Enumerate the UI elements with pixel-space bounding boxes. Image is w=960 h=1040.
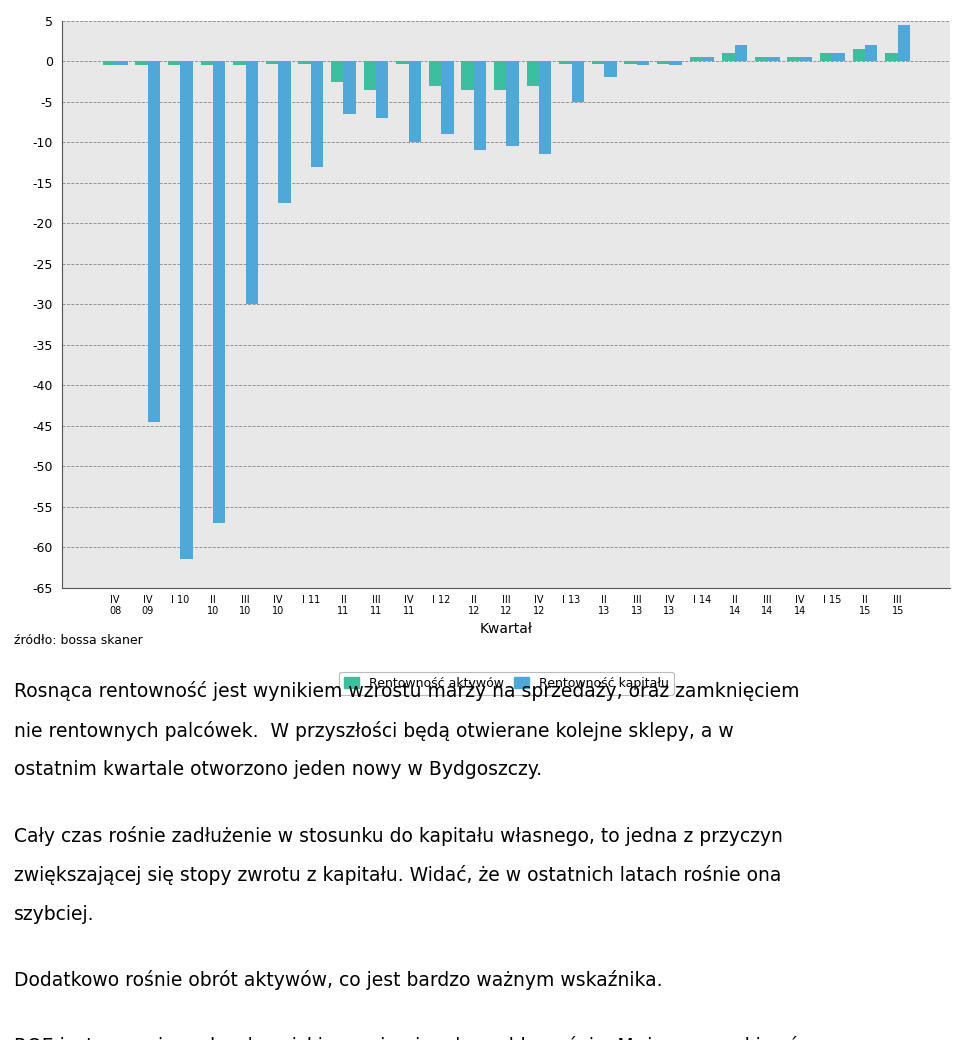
Bar [722, 53, 734, 61]
Bar [898, 25, 910, 61]
Bar [787, 57, 800, 61]
Text: ostatnim kwartale otworzono jeden nowy w Bydgoszczy.: ostatnim kwartale otworzono jeden nowy w… [14, 760, 542, 779]
Bar [311, 61, 324, 166]
Bar [852, 49, 865, 61]
Bar [103, 61, 115, 66]
Bar [604, 61, 616, 78]
Bar [233, 61, 246, 66]
Bar [832, 53, 845, 61]
Text: źródło: bossa skaner: źródło: bossa skaner [14, 634, 143, 647]
Bar [755, 57, 767, 61]
Bar [442, 61, 453, 134]
Bar [820, 53, 832, 61]
Text: ROE jest na razie na bardzo niskim poziomie, ale szybko rośnie. Możemy oczekiwać: ROE jest na razie na bardzo niskim pozio… [14, 1036, 799, 1040]
Text: Cały czas rośnie zadłużenie w stosunku do kapitału własnego, to jedna z przyczyn: Cały czas rośnie zadłużenie w stosunku d… [14, 826, 783, 846]
Bar [148, 61, 160, 421]
Bar [494, 61, 507, 89]
Bar [115, 61, 128, 66]
Bar [344, 61, 356, 114]
Text: Rosnąca rentowność jest wynikiem wzrostu marży na sprzedaży, oraz zamknięciem: Rosnąca rentowność jest wynikiem wzrostu… [14, 681, 800, 701]
Bar [527, 61, 539, 85]
Bar [409, 61, 421, 142]
Bar [636, 61, 649, 66]
Bar [689, 57, 702, 61]
Bar [266, 61, 278, 63]
Text: zwiększającej się stopy zwrotu z kapitału. Widać, że w ostatnich latach rośnie o: zwiększającej się stopy zwrotu z kapitał… [14, 865, 781, 885]
Bar [669, 61, 682, 66]
Bar [462, 61, 474, 89]
Legend: Rentowność aktywów, Rentowność kapitału: Rentowność aktywów, Rentowność kapitału [339, 672, 674, 695]
Bar [201, 61, 213, 66]
Bar [180, 61, 193, 560]
Bar [246, 61, 258, 305]
Bar [278, 61, 291, 203]
Bar [702, 57, 714, 61]
Text: Dodatkowo rośnie obrót aktywów, co jest bardzo ważnym wskaźnika.: Dodatkowo rośnie obrót aktywów, co jest … [14, 970, 663, 990]
Bar [560, 61, 571, 63]
Bar [396, 61, 409, 63]
Bar [734, 45, 747, 61]
Bar [591, 61, 604, 63]
Bar [767, 57, 780, 61]
Bar [364, 61, 376, 89]
Bar [213, 61, 226, 523]
Text: nie rentownych palcówek.  W przyszłości będą otwierane kolejne sklepy, a w: nie rentownych palcówek. W przyszłości b… [14, 721, 734, 740]
Bar [474, 61, 486, 151]
Bar [507, 61, 518, 147]
Bar [865, 45, 877, 61]
Bar [885, 53, 898, 61]
Bar [539, 61, 551, 154]
Bar [657, 61, 669, 63]
Bar [135, 61, 148, 66]
Bar [376, 61, 389, 118]
Bar [800, 57, 812, 61]
Bar [331, 61, 344, 81]
Bar [429, 61, 442, 85]
Bar [624, 61, 636, 63]
Text: szybciej.: szybciej. [14, 905, 95, 924]
Bar [571, 61, 584, 102]
Bar [299, 61, 311, 63]
Bar [168, 61, 180, 66]
X-axis label: Kwartał: Kwartał [480, 622, 533, 635]
